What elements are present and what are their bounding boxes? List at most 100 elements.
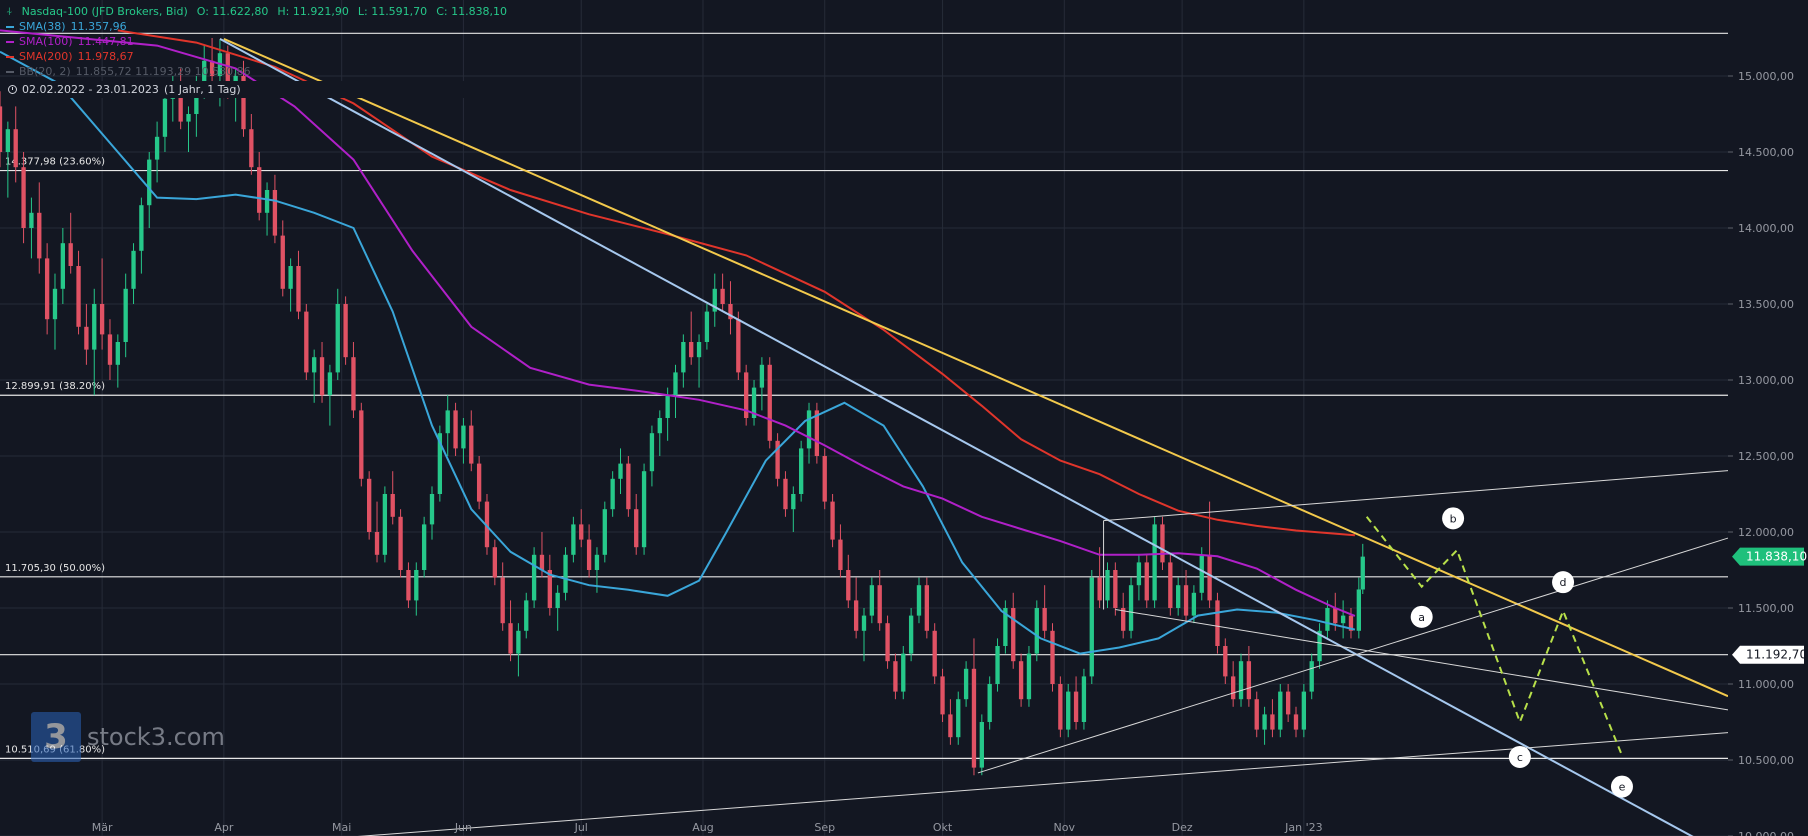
candle-body xyxy=(1207,554,1212,601)
candle-body xyxy=(209,60,215,76)
candle-body xyxy=(374,532,380,555)
candle-body xyxy=(665,395,670,418)
candle-body xyxy=(343,304,348,358)
y-tick-label: 13.500,00 xyxy=(1738,298,1794,311)
candle-body xyxy=(225,53,230,92)
candle-body xyxy=(1278,691,1283,730)
x-tick-label: Jul xyxy=(574,821,588,834)
indicator-value: 11.357,96 xyxy=(70,20,127,33)
candle-body xyxy=(1042,608,1047,631)
indicator-label: SMA(200) xyxy=(19,50,73,63)
candle-body xyxy=(257,167,262,213)
candle-body xyxy=(524,600,529,631)
candle-body xyxy=(830,501,835,540)
candle-body xyxy=(296,266,301,312)
candle-body xyxy=(500,577,505,624)
low-value: L: 11.591,70 xyxy=(357,5,428,18)
wave-label: e xyxy=(1619,781,1626,794)
y-tick-label: 14.000,00 xyxy=(1738,222,1794,235)
candle-body xyxy=(1050,630,1055,684)
candle-body xyxy=(76,266,81,327)
candle-body xyxy=(940,676,945,715)
candle-body xyxy=(744,372,749,418)
candle-body xyxy=(610,478,615,510)
candle-body xyxy=(115,342,120,365)
candle-body xyxy=(194,83,199,114)
candle-body xyxy=(1199,554,1204,593)
indicator-swatch xyxy=(6,70,14,73)
candle-body xyxy=(853,600,859,631)
symbol-name[interactable]: Nasdaq-100 (JFD Brokers, Bid) xyxy=(21,5,188,18)
candle-body xyxy=(1097,577,1102,601)
candle-body xyxy=(469,425,474,464)
date-range[interactable]: 02.02.2022 - 23.01.2023 (1 Jahr, 1 Tag) xyxy=(6,81,512,98)
candle-body xyxy=(720,288,725,304)
y-tick-label: 10.500,00 xyxy=(1738,754,1794,767)
candle-body xyxy=(382,494,388,555)
candle-body xyxy=(956,699,961,738)
candle-body xyxy=(359,410,364,479)
candle-body xyxy=(492,547,497,578)
price-tag xyxy=(1732,547,1804,566)
indicator-row[interactable]: BB(20, 2) 11.855,72 11.193,29 10.530,86 xyxy=(6,64,511,79)
indicator-label: SMA(100) xyxy=(19,35,73,48)
candle-body xyxy=(783,478,788,510)
trendline xyxy=(357,732,1729,836)
candle-body xyxy=(1360,556,1365,590)
candle-body xyxy=(885,623,890,662)
logo-text: stock3.com xyxy=(87,723,225,751)
indicator-row[interactable]: SMA(100) 11.447,81 xyxy=(6,34,511,49)
candle-body xyxy=(1089,577,1094,677)
price-axis[interactable]: 10.000,00 10.500,00 11.000,00 11.500,00 12.0… xyxy=(1728,0,1808,836)
y-tick-label: 11.500,00 xyxy=(1738,602,1794,615)
wave-label-circle xyxy=(1410,605,1433,628)
candle-body xyxy=(1058,684,1063,730)
candle-body xyxy=(1325,608,1330,631)
candle-body xyxy=(437,433,443,494)
candle-body xyxy=(1168,562,1173,608)
x-tick-label: Mai xyxy=(332,821,351,834)
x-tick-label: Aug xyxy=(692,821,713,834)
level-label: 11.705,30 (50.00%) xyxy=(5,563,105,574)
candle-body xyxy=(767,364,772,441)
candle-body xyxy=(673,372,678,396)
chart-legend: ⍭ Nasdaq-100 (JFD Brokers, Bid) O: 11.62… xyxy=(6,4,512,98)
candle-body xyxy=(241,76,246,130)
wave-label-circle xyxy=(1508,745,1531,768)
sma-line xyxy=(0,50,1356,655)
indicator-value: 11.978,67 xyxy=(77,50,134,63)
candle-body xyxy=(44,258,50,320)
candle-body xyxy=(264,190,270,213)
candle-body xyxy=(508,623,513,654)
candle-body xyxy=(123,288,128,342)
indicator-row[interactable]: SMA(200) 11.978,67 xyxy=(6,49,511,64)
candle-body xyxy=(1081,676,1087,722)
indicator-row[interactable]: SMA(38) 11.357,96 xyxy=(6,19,511,34)
candle-body xyxy=(987,684,992,722)
wave-label: b xyxy=(1450,512,1457,525)
candle-body xyxy=(1309,661,1314,692)
candle-body xyxy=(995,646,1000,684)
candle-body xyxy=(272,190,278,236)
ohlc-row: ⍭ Nasdaq-100 (JFD Brokers, Bid) O: 11.62… xyxy=(6,4,511,19)
level-label: 12.899,91 (38.20%) xyxy=(5,381,105,392)
y-tick-label: 12.500,00 xyxy=(1738,450,1794,463)
candle-body xyxy=(775,440,780,479)
candle-body xyxy=(1136,562,1142,586)
candles-icon: ⍭ xyxy=(6,5,13,18)
candle-body xyxy=(1246,661,1252,700)
candle-body xyxy=(1026,653,1032,700)
candle-body xyxy=(1215,600,1220,646)
candle-body xyxy=(924,585,929,631)
candle-body xyxy=(869,585,875,616)
y-tick-label: 11.000,00 xyxy=(1738,678,1794,691)
trendline xyxy=(219,38,1694,836)
time-axis[interactable]: Mär Apr Mai Jun Jul Aug Sep Okt Nov Dez Jan '23 xyxy=(92,821,1323,834)
candle-body xyxy=(1262,714,1267,730)
candle-body xyxy=(131,250,136,289)
wave-label-circle xyxy=(1552,571,1575,594)
indicator-label: SMA(38) xyxy=(19,20,66,33)
trendline xyxy=(1103,470,1729,522)
candle-body xyxy=(154,136,160,160)
